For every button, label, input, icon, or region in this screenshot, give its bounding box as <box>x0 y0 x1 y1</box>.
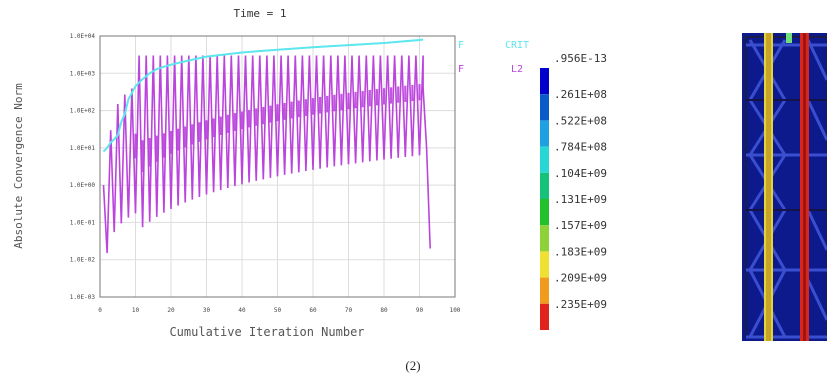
x-tick-label: 0 <box>98 307 102 314</box>
structure-model-image <box>742 33 827 341</box>
y-tick-label: 1.0E+04 <box>70 33 96 40</box>
contour-legend: .956E-13 .261E+08 .522E+08 .784E+08 .104E+09… <box>540 52 607 330</box>
legend-l2-left: F <box>458 64 464 75</box>
chart-title: Time = 1 <box>234 7 287 20</box>
contour-label: .784E+08 <box>554 141 607 154</box>
contour-label: .235E+09 <box>554 298 607 311</box>
contour-swatch <box>540 304 549 330</box>
series-f-l2-line <box>104 56 431 254</box>
chart-legend: F CRIT F L2 <box>458 40 529 75</box>
y-tick-label: 1.0E+00 <box>70 182 96 189</box>
contour-label: .209E+09 <box>554 272 607 285</box>
contour-swatch <box>540 278 549 304</box>
y-tick-label: 1.0E+02 <box>70 108 96 115</box>
y-tick-label: 1.0E-02 <box>70 257 96 264</box>
x-tick-label: 50 <box>274 307 282 314</box>
y-tick-label: 1.0E+03 <box>70 70 96 77</box>
figure-caption: (2) <box>405 358 420 373</box>
x-tick-label: 100 <box>450 307 461 314</box>
y-axis-label: Absolute Convergence Norm <box>12 83 25 249</box>
x-axis-label: Cumulative Iteration Number <box>169 325 364 339</box>
contour-label: .956E-13 <box>554 52 607 65</box>
series-f-l2 <box>104 56 431 254</box>
legend-crit-left: F <box>458 40 464 51</box>
contour-swatch <box>540 173 549 199</box>
contour-label: .261E+08 <box>554 88 607 101</box>
x-tick-label: 60 <box>309 307 317 314</box>
contour-label: .104E+09 <box>554 167 607 180</box>
contour-swatch <box>540 68 549 94</box>
x-tick-label: 90 <box>416 307 424 314</box>
contour-swatch <box>540 94 549 120</box>
x-tick-label: 20 <box>167 307 175 314</box>
contour-swatch <box>540 251 549 277</box>
x-tick-label: 10 <box>132 307 140 314</box>
legend-crit-right: CRIT <box>505 40 529 51</box>
contour-swatch <box>540 199 549 225</box>
x-tick-label: 30 <box>203 307 211 314</box>
contour-swatch <box>540 120 549 146</box>
y-tick-label: 1.0E+01 <box>70 145 96 152</box>
x-tick-labels: 0 10 20 30 40 50 60 70 80 90 100 <box>98 307 461 314</box>
y-tick-label: 1.0E-01 <box>70 219 96 226</box>
y-tick-labels: 1.0E+04 1.0E+03 1.0E+02 1.0E+01 1.0E+00 1.0E-… <box>70 33 96 301</box>
contour-label: .157E+09 <box>554 219 607 232</box>
x-tick-label: 70 <box>345 307 353 314</box>
x-tick-label: 80 <box>380 307 388 314</box>
contour-label: .131E+09 <box>554 193 607 206</box>
contour-swatch <box>540 147 549 173</box>
y-tick-label: 1.0E-03 <box>70 294 96 301</box>
contour-swatch <box>540 225 549 251</box>
x-tick-label: 40 <box>238 307 246 314</box>
contour-label: .183E+09 <box>554 245 607 258</box>
convergence-chart: Time = 1 1.0E+041.0E+031.0E+021.0E+011.0… <box>12 7 529 339</box>
contour-label: .522E+08 <box>554 114 607 127</box>
legend-l2-right: L2 <box>511 64 523 75</box>
